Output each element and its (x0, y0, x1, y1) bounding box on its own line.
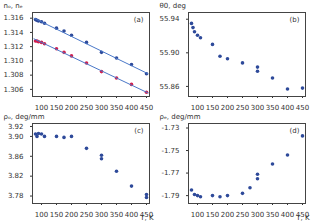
svg-text:450: 450 (140, 104, 153, 110)
svg-text:350: 350 (110, 104, 123, 110)
svg-text:200: 200 (221, 211, 234, 219)
svg-text:350: 350 (266, 211, 279, 219)
svg-text:400: 400 (125, 211, 138, 219)
svg-text:200: 200 (221, 104, 234, 110)
svg-text:250: 250 (80, 104, 93, 110)
svg-text:(b): (b) (290, 16, 300, 24)
svg-text:1.316: 1.316 (3, 14, 24, 22)
svg-text:100: 100 (35, 211, 48, 219)
svg-text:400: 400 (281, 211, 294, 219)
svg-text:3.82: 3.82 (8, 172, 24, 180)
svg-text:55.94: 55.94 (159, 15, 180, 23)
svg-text:250: 250 (236, 211, 249, 219)
svg-text:300: 300 (251, 211, 264, 219)
svg-text:300: 300 (95, 211, 108, 219)
svg-text:55.90: 55.90 (159, 49, 179, 57)
svg-text:250: 250 (80, 211, 93, 219)
svg-text:1.306: 1.306 (3, 86, 24, 94)
svg-text:200: 200 (65, 104, 78, 110)
svg-text:100: 100 (191, 211, 204, 219)
svg-text:(c): (c) (134, 127, 144, 135)
svg-text:150: 150 (206, 104, 219, 110)
svg-text:400: 400 (281, 104, 294, 110)
svg-text:3.92: 3.92 (8, 122, 24, 130)
svg-text:350: 350 (266, 104, 279, 110)
svg-text:-1.75: -1.75 (161, 146, 179, 154)
svg-text:ρₒ, deg/mm: ρₒ, deg/mm (4, 113, 45, 121)
svg-text:T, K: T, K (295, 213, 310, 221)
svg-text:1.308: 1.308 (3, 71, 23, 79)
svg-text:300: 300 (95, 104, 108, 110)
svg-text:3.78: 3.78 (8, 192, 24, 200)
svg-text:150: 150 (50, 211, 63, 219)
svg-text:150: 150 (50, 104, 63, 110)
svg-text:ρₑ, deg/mm: ρₑ, deg/mm (160, 113, 201, 121)
svg-text:250: 250 (236, 104, 249, 110)
svg-text:100: 100 (191, 104, 204, 110)
svg-text:100: 100 (35, 104, 48, 110)
svg-text:(a): (a) (134, 16, 144, 24)
svg-text:450: 450 (296, 104, 309, 110)
svg-text:θ0, deg: θ0, deg (160, 2, 186, 10)
svg-text:1.312: 1.312 (3, 43, 23, 51)
svg-text:(d): (d) (290, 127, 300, 135)
svg-text:200: 200 (65, 211, 78, 219)
svg-text:-1.79: -1.79 (161, 191, 179, 199)
svg-text:300: 300 (251, 104, 264, 110)
svg-text:1.314: 1.314 (3, 29, 24, 37)
svg-text:3.86: 3.86 (8, 152, 24, 160)
svg-text:55.86: 55.86 (159, 83, 180, 91)
svg-text:1.310: 1.310 (3, 57, 23, 65)
svg-text:350: 350 (110, 211, 123, 219)
svg-text:T, K: T, K (139, 213, 154, 221)
svg-text:3.90: 3.90 (8, 132, 24, 140)
svg-text:150: 150 (206, 211, 219, 219)
svg-text:-1.77: -1.77 (161, 169, 179, 177)
svg-text:400: 400 (125, 104, 138, 110)
svg-text:nₒ, nₑ: nₒ, nₑ (4, 2, 23, 10)
svg-text:-1.73: -1.73 (161, 124, 179, 132)
